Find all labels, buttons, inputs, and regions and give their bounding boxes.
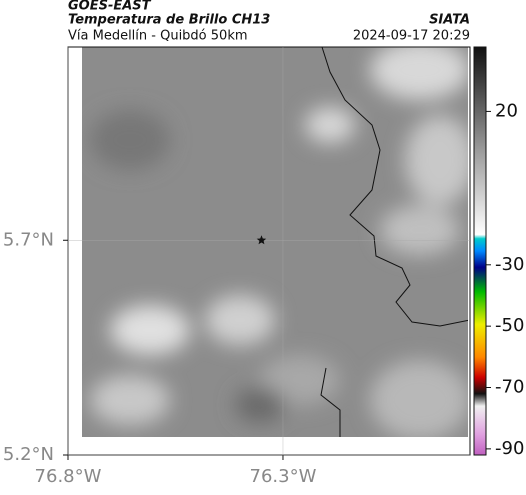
x-tick-label: 76.8°W	[35, 466, 102, 487]
colorbar-label: -90	[495, 438, 524, 459]
location-marker	[256, 235, 267, 245]
colorbar-label: -70	[495, 377, 524, 398]
colorbar-label: -50	[495, 315, 524, 336]
source: SIATA	[429, 13, 470, 28]
y-tick-label: 5.7°N	[3, 229, 54, 250]
colorbar-label: 20	[495, 100, 518, 121]
title: Temperatura de Brillo CH13	[68, 13, 270, 28]
colorbar-label: -30	[495, 254, 524, 275]
subtitle: Vía Medellín - Quibdó 50km	[68, 29, 248, 44]
product: GOES-EAST	[68, 0, 152, 14]
datetime: 2024-09-17 20:29	[353, 29, 470, 44]
y-tick-label: 5.2°N	[3, 444, 54, 465]
colorbar	[473, 46, 487, 456]
x-tick-label: 76.3°W	[250, 466, 317, 487]
imagery	[82, 47, 468, 437]
